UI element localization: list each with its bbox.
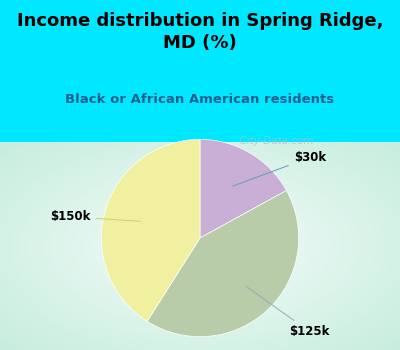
Text: $30k: $30k [233,151,326,186]
Text: Income distribution in Spring Ridge,
MD (%): Income distribution in Spring Ridge, MD … [17,12,383,52]
Wedge shape [200,139,286,238]
Wedge shape [101,139,200,321]
Text: $150k: $150k [50,210,140,223]
Text: Black or African American residents: Black or African American residents [66,93,334,106]
Wedge shape [147,190,299,337]
Text: City-Data.com: City-Data.com [232,136,313,146]
Text: $125k: $125k [246,286,329,338]
